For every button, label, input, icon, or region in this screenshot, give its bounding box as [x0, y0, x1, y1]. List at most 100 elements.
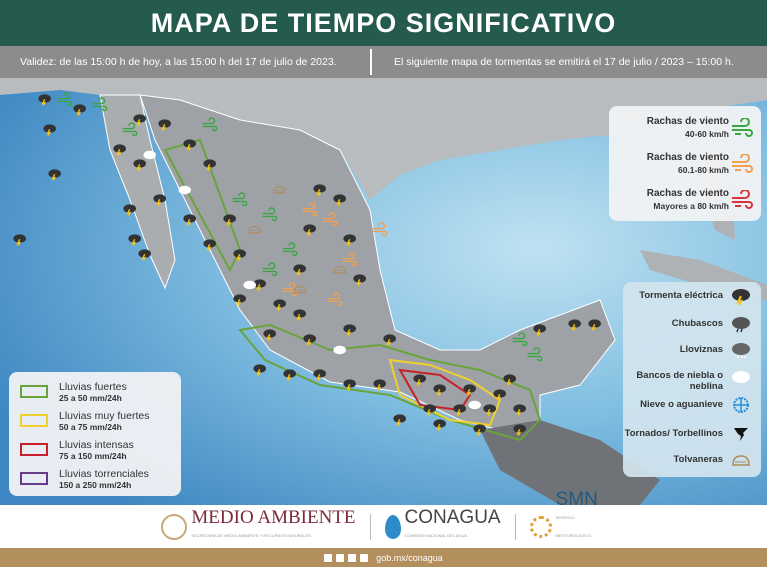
thunderstorm-icon: [513, 424, 526, 436]
thunderstorm-icon: [393, 414, 406, 426]
thunderstorm-icon: [433, 419, 446, 431]
validity-bar: Validez: de las 15:00 h de hoy, a las 15…: [0, 46, 767, 78]
website-link[interactable]: gob.mx/conagua: [376, 552, 443, 563]
drizzle-icon: [732, 343, 750, 358]
logo-text: CONAGUA COMISIÓN NACIONAL DEL AGUA: [404, 506, 501, 545]
rain-legend-item: Lluvias muy fuertes 50 a 75 mm/24h: [59, 411, 149, 433]
divider: [370, 49, 372, 75]
divider: [369, 513, 371, 540]
thunderstorm-icon: [293, 264, 306, 276]
showers-icon: [732, 317, 750, 333]
twitter-icon[interactable]: [336, 553, 345, 562]
wind-legend-range: 40-60 km/h: [685, 129, 729, 139]
logo-conagua: CONAGUA COMISIÓN NACIONAL DEL AGUA: [384, 506, 501, 545]
thunderstorm-icon: [133, 114, 146, 126]
phenomena-legend-item: Bancos de niebla o neblina: [636, 370, 723, 392]
logo-text: MEDIO AMBIENTE SECRETARÍA DE MEDIO AMBIEN…: [191, 508, 355, 545]
wind-icon: [342, 252, 358, 267]
facebook-icon[interactable]: [324, 553, 333, 562]
page-title: MAPA DE TIEMPO SIGNIFICATIVO: [150, 7, 617, 38]
thunderstorm-icon: [333, 194, 346, 206]
wind-legend-item: Rachas de viento Mayores a 80 km/h: [647, 188, 729, 213]
wind-icon: [512, 332, 528, 347]
wind-icon: [372, 222, 388, 237]
divider: [514, 513, 516, 540]
thunderstorm-icon: [463, 384, 476, 396]
tornado-icon: [734, 428, 748, 441]
dust-storm-icon: [248, 225, 261, 234]
thunderstorm-icon: [223, 214, 236, 226]
logo-name: CONAGUA: [404, 506, 501, 528]
wind-icon: [232, 192, 248, 207]
rain-area-very-strong: [388, 358, 502, 427]
wind-icon: [527, 347, 543, 362]
thunderstorm-icon: [128, 234, 141, 246]
thunderstorm-icon: [513, 404, 526, 416]
weather-icons-layer: [13, 92, 601, 436]
phenomena-legend-item: Nieve o aguanieve: [640, 399, 723, 410]
thunderstorm-icon: [263, 329, 276, 341]
wind-icon: [122, 122, 138, 137]
wind-legend-item: Rachas de viento 60.1-80 km/h: [647, 152, 729, 177]
wind-icon: [92, 97, 108, 112]
logo-tagline: COMISIÓN NACIONAL DEL AGUA: [404, 532, 468, 538]
rain-legend-item: Lluvias intensas 75 a 150 mm/24h: [59, 440, 134, 462]
thunderstorm-icon: [38, 94, 51, 106]
thunderstorm-icon: [732, 289, 750, 305]
thunderstorm-icon: [138, 249, 151, 261]
seal-icon: [161, 513, 188, 540]
thunderstorm-icon: [233, 249, 246, 261]
thunderstorm-icon: [343, 234, 356, 246]
fog-icon: [243, 280, 256, 290]
dust-storm-icon: [293, 285, 306, 294]
youtube-icon[interactable]: [360, 553, 369, 562]
rain-swatch: [20, 385, 48, 398]
thunderstorm-icon: [183, 214, 196, 226]
wind-icon: [282, 242, 298, 257]
usa-land: [0, 78, 767, 200]
central-america: [480, 420, 660, 505]
footer-logos: MEDIO AMBIENTE SECRETARÍA DE MEDIO AMBIEN…: [0, 490, 767, 556]
phenomena-legend-item: Tolvaneras: [673, 454, 723, 465]
wind-legend-range: 60.1-80 km/h: [677, 165, 729, 175]
fog-icon: [468, 400, 481, 410]
wind-icon: [732, 118, 753, 137]
thunderstorm-icon: [483, 404, 496, 416]
wind-icon: [322, 212, 338, 227]
fog-icon: [178, 185, 191, 195]
mexico-mainland: [139, 94, 616, 436]
thunderstorm-icon: [43, 124, 56, 136]
thunderstorm-icon: [253, 279, 266, 291]
wind-icon: [262, 262, 278, 277]
thunderstorm-icon: [158, 119, 171, 131]
thunderstorm-icon: [253, 364, 266, 376]
wind-legend-label: Rachas de viento: [646, 188, 729, 199]
fog-icon: [333, 345, 346, 355]
thunderstorm-icon: [183, 139, 196, 151]
next-map-text: El siguiente mapa de tormentas se emitir…: [394, 56, 734, 68]
validity-text: Validez: de las 15:00 h de hoy, a las 15…: [20, 56, 337, 68]
rain-legend-item: Lluvias fuertes 25 a 50 mm/24h: [59, 382, 127, 404]
logo-tagline: SECRETARÍA DE MEDIO AMBIENTE Y RECURSOS …: [191, 532, 311, 538]
wind-legend: Rachas de viento 40-60 km/h Rachas de vie…: [609, 106, 761, 221]
thunderstorm-icon: [353, 274, 366, 286]
phenomena-legend-item: Chubascos: [671, 318, 723, 329]
logo-name: SMN: [555, 488, 598, 510]
rain-legend-range: 75 a 150 mm/24h: [59, 451, 127, 461]
thunderstorm-icon: [48, 169, 61, 181]
wind-icon: [262, 207, 278, 222]
rain-legend-range: 25 a 50 mm/24h: [59, 393, 122, 403]
thunderstorm-icon: [293, 309, 306, 321]
wind-icon: [732, 190, 753, 209]
thunderstorm-icon: [313, 184, 326, 196]
dust-storm-icon: [333, 265, 346, 274]
smn-spiral-icon: [529, 515, 552, 538]
thunderstorm-icon: [303, 334, 316, 346]
phenomena-legend-item: Tormenta eléctrica: [639, 290, 723, 301]
thunderstorm-icon: [568, 319, 581, 331]
thunderstorm-icon: [343, 324, 356, 336]
thunderstorm-icon: [383, 334, 396, 346]
instagram-icon[interactable]: [348, 553, 357, 562]
phenomena-legend: Tormenta eléctrica Chubascos Lloviznas B…: [623, 282, 761, 477]
